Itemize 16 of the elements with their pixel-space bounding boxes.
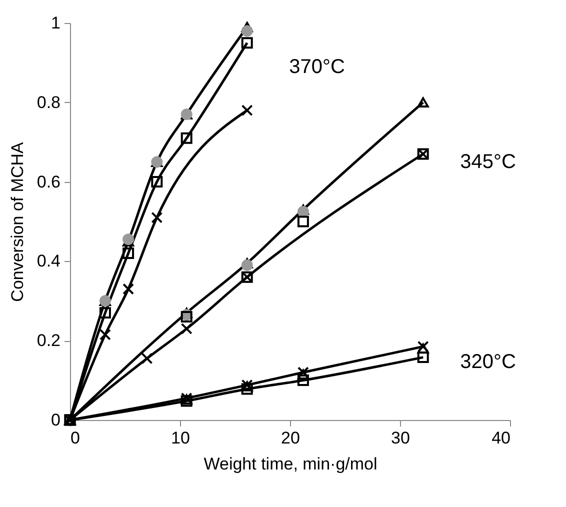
y-tick-label: 1 [51,14,60,32]
y-tick-label: 0 [51,410,60,430]
y-tick-label: 0.4 [36,252,60,271]
x-tick-label: 0 [70,428,80,448]
y-tick-label: 0.8 [36,92,60,112]
x-axis-title: Weight time, min·g/mol [204,454,378,474]
y-axis-title: Conversion of MCHA [8,142,27,302]
x-tick-label: 20 [281,428,300,448]
y-tick-label: 0.6 [36,172,60,192]
y-tick-label: 0.2 [36,331,60,350]
annotation: 320°C [460,351,516,373]
x-tick-label: 10 [171,428,190,448]
annotation: 370°C [289,56,345,78]
annotation: 345°C [460,151,516,173]
x-tick-label: 30 [391,428,410,448]
x-tick-label: 40 [492,428,510,448]
